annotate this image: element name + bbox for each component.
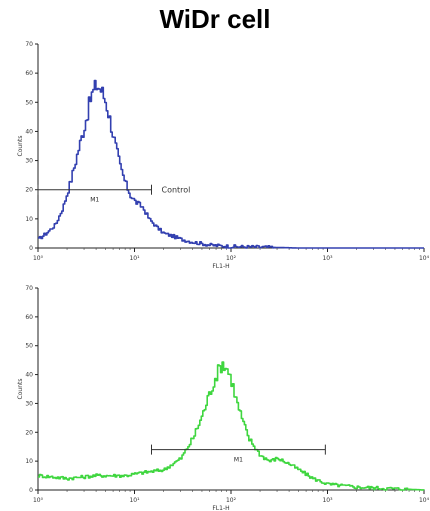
x-tick-label: 10³ — [322, 255, 333, 262]
y-tick-label: 20 — [25, 187, 33, 194]
y-tick-label: 20 — [25, 429, 33, 436]
panel-control: 0 10 20 30 40 50 60 70 Counts 10⁰ 10¹ 10² 10³ 10⁴ FL1-… — [17, 41, 430, 270]
y-tick-label: 40 — [25, 372, 33, 379]
x-tick-label: 10¹ — [129, 255, 140, 262]
x-tick-label: 10² — [226, 497, 237, 504]
y-tick-label: 10 — [25, 216, 33, 223]
y-tick-label: 70 — [25, 285, 33, 292]
y-tick-label: 0 — [29, 245, 33, 252]
y-tick-label: 10 — [25, 458, 33, 465]
y-tick-label: 30 — [25, 158, 33, 165]
y-tick-label: 60 — [25, 314, 33, 321]
y-axis-label: Counts — [17, 136, 24, 157]
x-tick-label: 10² — [226, 255, 237, 262]
x-tick-label: 10⁴ — [419, 255, 430, 262]
y-tick-label: 70 — [25, 41, 33, 48]
gate-label: M1 — [234, 457, 243, 464]
x-axis-label: FL1-H — [212, 505, 229, 511]
x-tick-label: 10⁰ — [33, 255, 44, 262]
x-tick-label: 10³ — [322, 497, 333, 504]
x-tick-label: 10⁴ — [419, 497, 430, 504]
x-tick-label: 10⁰ — [33, 497, 44, 504]
x-axis-label: FL1-H — [212, 263, 229, 270]
y-tick-label: 30 — [25, 400, 33, 407]
y-tick-label: 50 — [25, 99, 33, 106]
y-tick-label: 40 — [25, 128, 33, 135]
annotation-label: Control — [161, 186, 190, 195]
y-tick-label: 50 — [25, 343, 33, 350]
histogram-series — [38, 361, 425, 491]
y-tick-label: 0 — [29, 487, 33, 494]
figure-title: WiDr cell — [159, 4, 271, 34]
y-axis-label: Counts — [17, 379, 24, 400]
panel-sample: 0 10 20 30 40 50 60 70 Counts 10⁰ 10¹ 10² 10³ 10⁴ FL1-… — [17, 285, 430, 511]
gate-label: M1 — [90, 197, 99, 204]
histogram-series — [38, 79, 424, 249]
y-tick-label: 60 — [25, 70, 33, 77]
x-tick-label: 10¹ — [129, 497, 140, 504]
